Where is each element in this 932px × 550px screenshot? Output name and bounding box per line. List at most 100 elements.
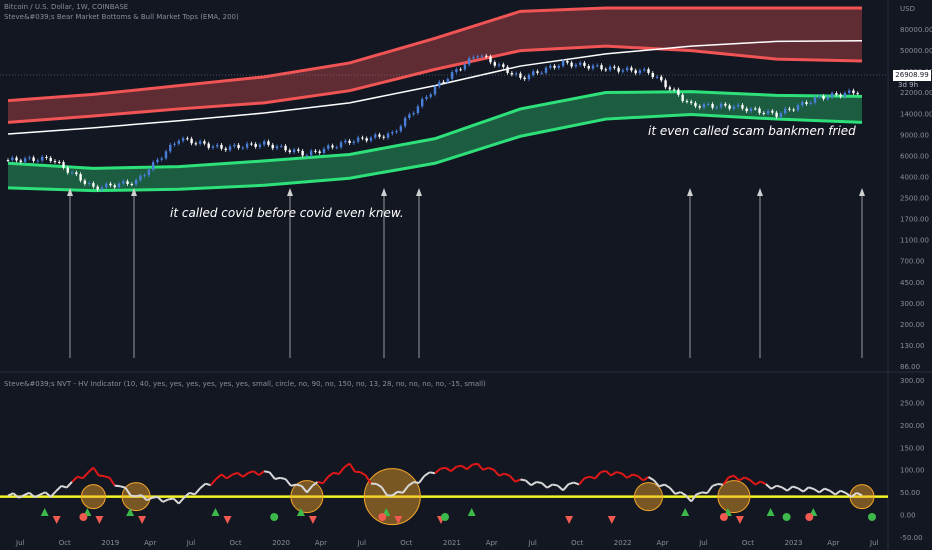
nvt-line-segment xyxy=(600,469,607,474)
price-candle xyxy=(442,81,445,83)
price-candle xyxy=(151,162,155,170)
price-candle xyxy=(36,160,40,162)
price-candle xyxy=(331,145,334,148)
price-candle xyxy=(105,183,108,188)
price-candle xyxy=(382,136,385,138)
nvt-volume-bubble xyxy=(290,480,324,514)
price-candle xyxy=(250,143,253,145)
price-candle xyxy=(305,155,309,157)
nvt-line-segment xyxy=(402,485,410,494)
nvt-line-segment xyxy=(722,476,730,486)
nvt-line-segment xyxy=(55,485,63,492)
nvt-line-segment xyxy=(418,475,426,484)
nvt-line-segment xyxy=(98,474,105,478)
price-candle xyxy=(126,181,129,184)
price-candle xyxy=(771,110,774,113)
price-candle xyxy=(92,183,95,187)
price-axis-tick: 700.00 xyxy=(900,258,925,266)
pointer-arrowhead xyxy=(687,188,693,196)
nvt-line-segment xyxy=(135,494,142,498)
price-candle xyxy=(566,60,569,63)
price-candle xyxy=(429,94,432,97)
pointer-arrowhead xyxy=(859,188,865,196)
time-axis-tick: Jul xyxy=(357,539,367,547)
nvt-line-segment xyxy=(610,471,618,477)
price-axis-tick: 2500.00 xyxy=(900,195,929,203)
price-candle xyxy=(220,144,223,149)
price-axis-tick: 50000.00 xyxy=(900,47,932,55)
price-candle xyxy=(745,108,748,112)
nvt-axis-tick: 250.00 xyxy=(900,399,925,407)
nvt-volume-bubble xyxy=(717,480,751,514)
price-candle xyxy=(502,64,505,67)
price-candle xyxy=(822,96,825,99)
overlay-indicator-title: Steve&#039;s Bear Market Bottoms & Bull … xyxy=(4,13,239,21)
nvt-line-segment xyxy=(626,473,634,479)
price-candle xyxy=(66,167,69,173)
price-axis-tick: 9000.00 xyxy=(900,131,929,139)
nvt-line-segment xyxy=(781,486,788,492)
price-candle xyxy=(356,137,360,142)
nvt-line-segment xyxy=(151,495,158,499)
price-axis-tick: 1100.00 xyxy=(900,237,929,245)
price-candle xyxy=(130,183,134,185)
nvt-line-segment xyxy=(616,471,623,475)
price-candle xyxy=(643,69,646,71)
price-axis-tick: 86.00 xyxy=(900,363,920,371)
nvt-volume-bubble xyxy=(849,484,875,510)
price-candle xyxy=(211,146,215,148)
price-candle xyxy=(207,143,210,148)
nvt-line-segment xyxy=(679,491,687,497)
bear-bottom-band-lower-line xyxy=(7,112,863,193)
nvt-line-segment xyxy=(829,490,836,496)
price-axis-tick: 6000.00 xyxy=(900,152,929,160)
price-candle xyxy=(651,72,654,78)
nvt-line-segment xyxy=(429,471,436,475)
nvt-line-segment xyxy=(327,471,335,478)
nvt-line-segment xyxy=(658,483,665,488)
nvt-line-segment xyxy=(146,496,153,502)
price-candle xyxy=(497,64,501,66)
nvt-line-segment xyxy=(514,478,521,483)
buy-signal-triangle xyxy=(467,508,476,516)
sell-signal-triangle xyxy=(95,516,104,524)
time-axis-tick: Jul xyxy=(186,539,196,547)
nvt-line-segment xyxy=(492,469,500,477)
price-candle xyxy=(352,141,356,144)
pointer-arrowhead xyxy=(67,188,73,196)
price-candle xyxy=(365,138,368,141)
buy-signal-triangle xyxy=(296,508,305,516)
price-candle xyxy=(480,55,484,57)
price-candle xyxy=(668,87,672,90)
price-candle xyxy=(719,103,723,108)
nvt-line-segment xyxy=(114,484,121,488)
bull-top-band-lower-line xyxy=(7,44,863,124)
nvt-line-segment xyxy=(124,487,132,497)
price-candle xyxy=(96,186,99,190)
nvt-line-segment xyxy=(776,484,783,489)
price-candle xyxy=(237,144,240,148)
price-candle xyxy=(485,55,488,57)
nvt-line-segment xyxy=(663,483,671,489)
price-candle xyxy=(476,56,479,58)
nvt-line-segment xyxy=(77,475,84,480)
nvt-line-segment xyxy=(359,471,367,477)
nvt-line-segment xyxy=(685,494,692,503)
pointer-arrowhead xyxy=(287,188,293,196)
price-candle xyxy=(604,69,607,71)
sell-signal-triangle xyxy=(223,516,232,524)
price-candle xyxy=(630,67,633,71)
price-candle xyxy=(228,146,232,151)
price-candle xyxy=(788,108,791,110)
price-candle xyxy=(403,117,407,127)
signal-dot xyxy=(719,513,728,521)
price-candle xyxy=(233,144,236,147)
price-candle xyxy=(327,145,330,149)
nvt-line-segment xyxy=(274,476,281,481)
price-candle xyxy=(741,104,744,109)
nvt-axis-tick: 150.00 xyxy=(900,444,925,452)
price-candle xyxy=(143,175,146,177)
price-candle xyxy=(553,65,556,68)
nvt-line-segment xyxy=(333,471,340,475)
